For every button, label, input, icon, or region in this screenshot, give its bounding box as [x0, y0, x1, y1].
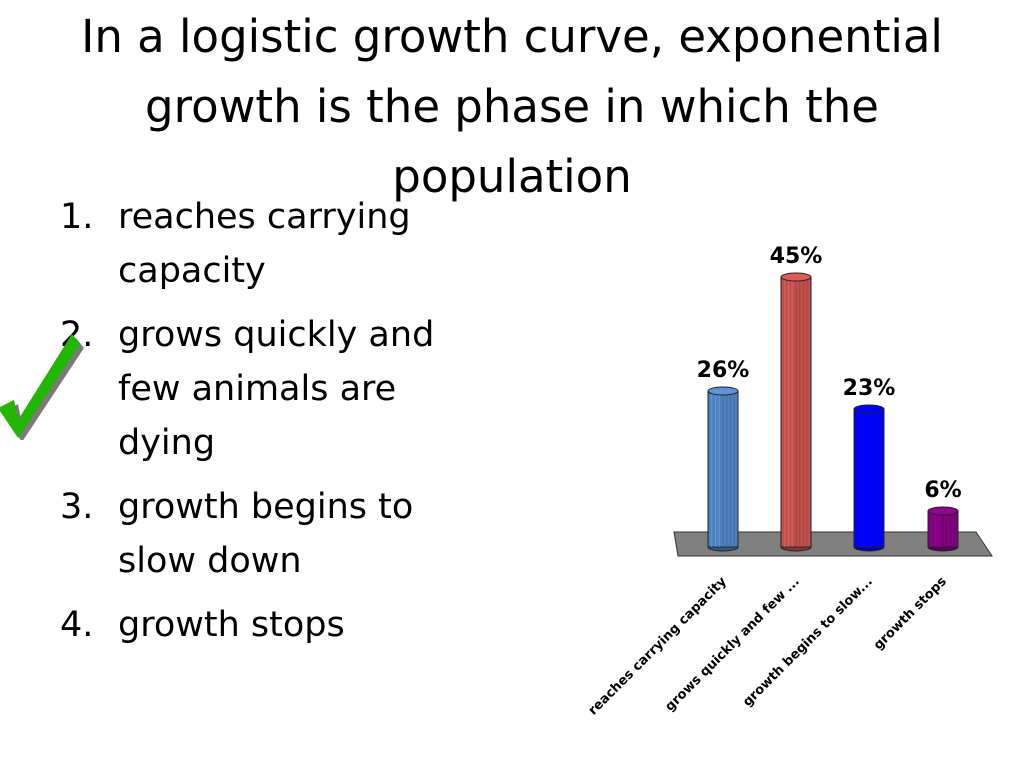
category-label: growth stops [871, 574, 950, 653]
option-text: reaches carrying capacity [118, 197, 411, 291]
answer-option-4[interactable]: 4. growth stops [60, 598, 480, 652]
option-number: 3. [60, 487, 94, 527]
data-label: 45% [770, 244, 823, 269]
bar-chart: 26% reaches carrying capacity 45% grows qui… [586, 244, 993, 718]
option-number: 1. [60, 197, 94, 237]
data-label: 23% [843, 376, 896, 401]
answer-options: 1. reaches carrying capacity 2. grows qu… [60, 190, 480, 662]
bar-1 [707, 386, 739, 552]
data-label: 26% [697, 358, 750, 383]
answer-option-3[interactable]: 3. growth begins to slow down [60, 480, 480, 588]
option-text: grows quickly and few animals are dying [118, 315, 435, 463]
category-label: grows quickly and few ... [663, 574, 803, 714]
bar-2 [780, 272, 812, 552]
checkmark-icon [0, 334, 84, 440]
option-text: growth stops [118, 605, 345, 645]
option-number: 4. [60, 605, 94, 645]
bar-4 [927, 506, 959, 552]
answer-option-1[interactable]: 1. reaches carrying capacity [60, 190, 480, 298]
data-label: 6% [924, 478, 961, 503]
option-text: growth begins to slow down [118, 487, 414, 581]
category-label: growth begins to slow... [740, 574, 876, 710]
category-label: reaches carrying capacity [586, 574, 730, 718]
bar-3 [853, 404, 885, 552]
answer-option-2[interactable]: 2. grows quickly and few animals are dyi… [60, 308, 480, 470]
slide-title: In a logistic growth curve, exponential … [81, 10, 943, 203]
